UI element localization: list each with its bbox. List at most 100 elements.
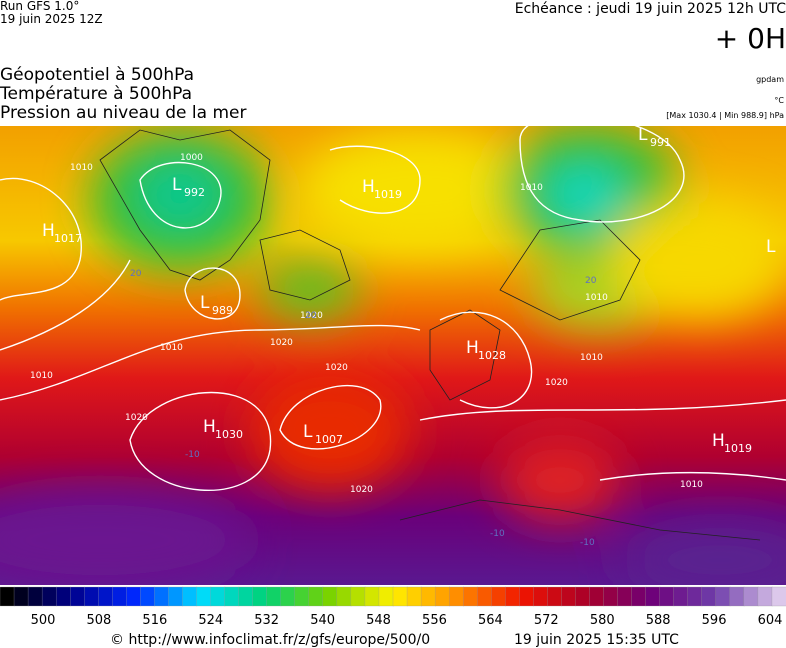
scale-tick-label: 604 <box>758 613 783 628</box>
color-swatch <box>645 586 661 607</box>
isobar-label: 1010 <box>680 480 703 490</box>
pressure-center-value: 1030 <box>215 428 243 441</box>
color-swatch <box>448 586 464 607</box>
color-swatch <box>378 586 394 607</box>
forecast-offset: + 0H <box>715 22 786 55</box>
color-swatch <box>406 586 422 607</box>
color-swatch <box>631 586 647 607</box>
pressure-center-kind: H <box>203 417 216 437</box>
color-swatch <box>519 586 535 607</box>
pressure-center-value: 1028 <box>478 349 506 362</box>
color-swatch <box>154 586 170 607</box>
color-swatch <box>392 586 408 607</box>
pressure-center-kind: H <box>466 338 479 358</box>
isobar-label: 1010 <box>520 183 543 193</box>
pressure-center-value: 989 <box>212 304 233 317</box>
color-swatch <box>13 586 29 607</box>
color-swatch <box>98 586 113 607</box>
isotherm-label: -10 <box>490 529 505 539</box>
scale-tick-label: 508 <box>87 613 112 628</box>
pressure-center-kind: L <box>303 422 313 442</box>
pressure-center-value: 992 <box>184 186 205 199</box>
color-swatch <box>364 586 380 607</box>
scale-tick-label: 556 <box>422 613 447 628</box>
color-swatch <box>55 586 71 607</box>
scale-tick-label: 564 <box>478 613 503 628</box>
color-swatch <box>126 586 142 607</box>
color-swatch <box>715 586 731 607</box>
isotherm-label: -10 <box>580 538 595 548</box>
isobar-label: 1010 <box>70 163 93 173</box>
isobar-label: 1020 <box>300 311 323 321</box>
color-swatch <box>70 586 85 607</box>
color-swatch <box>687 586 703 607</box>
color-swatch <box>308 586 324 607</box>
color-swatch <box>84 586 99 607</box>
color-swatch <box>477 586 492 607</box>
source-link: © http://www.infoclimat.fr/z/gfs/europe/… <box>110 632 430 648</box>
color-swatch <box>210 586 226 607</box>
color-swatch <box>252 586 268 607</box>
isobar-label: 1010 <box>585 293 608 303</box>
pressure-center-kind: L <box>766 237 776 257</box>
pressure-center-kind: L <box>172 175 182 195</box>
color-swatch <box>547 586 563 607</box>
color-swatch <box>505 586 520 607</box>
color-swatch <box>771 586 786 607</box>
scale-tick-label: 524 <box>198 613 223 628</box>
isobar-label: 1020 <box>325 363 348 373</box>
color-swatch <box>659 586 675 607</box>
color-swatch <box>533 586 549 607</box>
pressure-center-value: 1019 <box>724 442 752 455</box>
color-swatch <box>224 586 240 607</box>
color-swatch <box>603 586 619 607</box>
color-swatch <box>41 586 57 607</box>
isobar-label: 1020 <box>350 485 373 495</box>
color-swatch <box>112 586 127 607</box>
scale-tick-label: 588 <box>646 613 671 628</box>
color-swatch <box>673 586 689 607</box>
pressure-center-kind: H <box>362 177 375 197</box>
color-swatch <box>561 586 577 607</box>
color-swatch <box>294 586 310 607</box>
color-swatch <box>434 586 450 607</box>
pressure-center-kind: H <box>42 221 55 241</box>
color-swatch <box>617 586 633 607</box>
isotherm-label: 20 <box>130 269 142 279</box>
pressure-center-value: 1019 <box>374 188 402 201</box>
layer-title: Température à 500hPa <box>0 84 192 104</box>
layer-title: Pression au niveau de la mer <box>0 103 246 123</box>
isobar-label: 1010 <box>580 353 603 363</box>
layer-unit: °C <box>774 96 784 105</box>
pressure-center-kind: L <box>200 293 210 313</box>
color-swatch <box>280 586 296 607</box>
pressure-center-value: 1017 <box>54 232 82 245</box>
scale-tick-label: 548 <box>366 613 391 628</box>
isotherm-label: 20 <box>585 276 597 286</box>
layer-unit: [Max 1030.4 | Min 988.9] hPa <box>666 111 784 120</box>
pressure-center-kind: L <box>638 125 648 145</box>
scale-tick-label: 572 <box>534 613 559 628</box>
isobar-label: 1000 <box>180 153 203 163</box>
pressure-center-kind: H <box>712 431 725 451</box>
forecast-time: Echéance : jeudi 19 juin 2025 12h UTC <box>515 1 786 17</box>
color-swatch <box>140 586 156 607</box>
color-swatch <box>238 586 254 607</box>
color-swatch <box>743 586 759 607</box>
pressure-center-value: 991 <box>650 136 671 149</box>
layer-unit: gpdam <box>756 75 784 84</box>
layer-title: Géopotentiel à 500hPa <box>0 65 194 85</box>
scale-tick-label: 532 <box>254 613 279 628</box>
isobar-label: 1020 <box>545 378 568 388</box>
pressure-center-value: 1007 <box>315 433 343 446</box>
color-swatch <box>589 586 605 607</box>
scale-tick-label: 596 <box>702 613 727 628</box>
color-swatch <box>491 586 506 607</box>
scale-tick-label: 500 <box>31 613 56 628</box>
color-swatch <box>182 586 198 607</box>
color-swatch <box>168 586 184 607</box>
generated-time: 19 juin 2025 15:35 UTC <box>514 632 679 648</box>
color-swatch <box>575 586 591 607</box>
scale-tick-label: 540 <box>310 613 335 628</box>
color-swatch <box>350 586 366 607</box>
